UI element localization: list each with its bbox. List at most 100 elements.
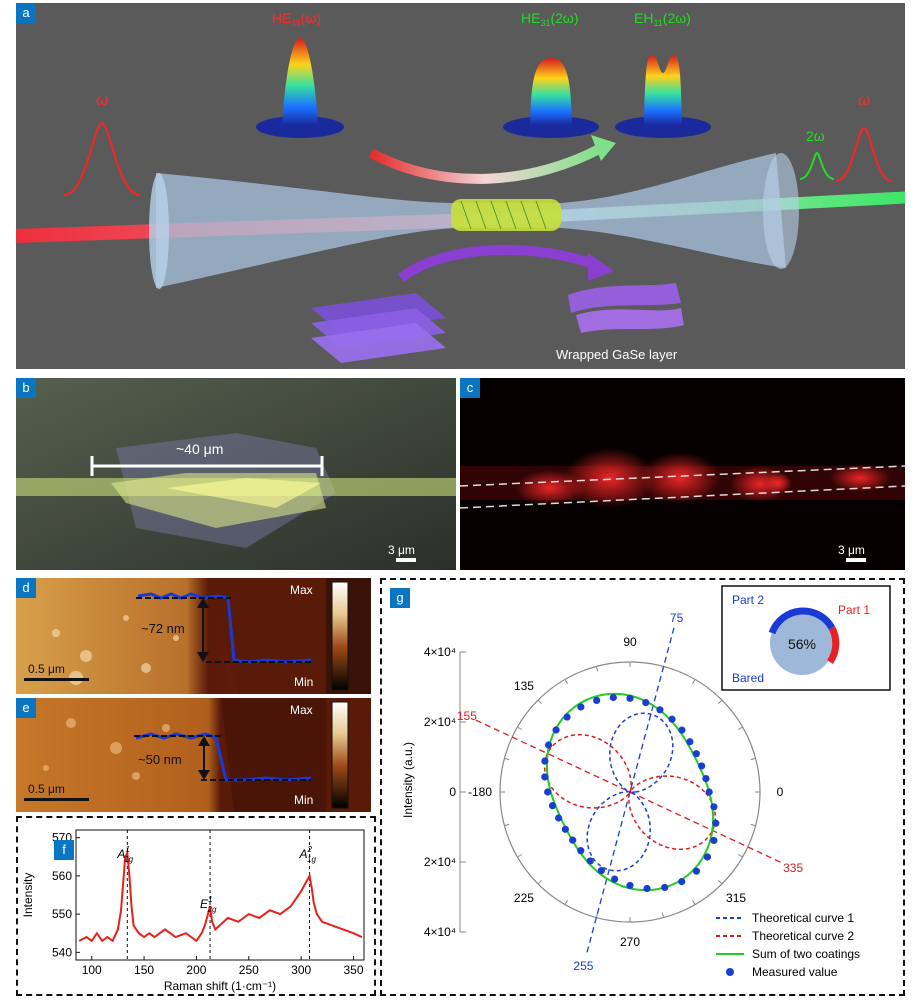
legend-label: Theoretical curve 1 [752,911,854,925]
polar-radial-tick-label: 4×10⁴ [424,925,456,939]
panel-tag-e: e [16,698,36,718]
raman-ytick-label: 550 [52,907,72,921]
polar-angle-tick [504,757,510,761]
panel-a-illustration: ω ω 2ω HE11(ω) HE31(2ω) EH11(2ω) Wrapped… [16,10,905,363]
polar-measured-point [698,762,706,770]
polar-measured-point [710,836,718,845]
polar-axis-label: 255 [573,959,593,973]
panel-f: 100 150 200 250 300 350 540 550 560 570 A1 1g E1 2g A… [16,816,376,996]
mode-he11-peak [282,38,318,125]
mode-he31-base [503,116,599,138]
polar-axis-label: 335 [783,861,803,875]
polar-curve-theoretical-2 [543,733,717,851]
panel-tag-g: g [390,588,410,608]
polar-measured-point [705,788,713,796]
mode-he31-peak [530,58,572,125]
polar-angle-label: 225 [514,891,534,905]
fiber-end-right [763,153,799,269]
polar-angle-tick [718,880,723,885]
scale-bar-e [24,798,89,801]
polar-measured-point [626,881,634,890]
polar-radial-tick-label: 4×10⁴ [424,645,456,659]
polar-measured-point [552,726,560,734]
polar-measured-point [554,814,563,822]
flake-edge-e [221,698,326,812]
panel-tag-b: b [16,378,36,398]
polar-angle-label: 0 [777,785,784,799]
polar-measured-point [569,836,577,844]
label-mode-he11: HE11(ω) [272,10,321,28]
raman-xtick-label: 250 [239,963,259,977]
polar-measured-point [561,825,569,833]
scale-label-e: 0.5 μm [28,782,65,796]
afm-particles-e [43,718,170,780]
coating-inset-part2: Part 2 [732,593,764,607]
label-mode-eh11: EH11(2ω) [634,10,691,28]
arrow-wrapping [397,244,598,283]
raman-xtick-label: 150 [134,963,154,977]
panel-c: 3 μm c [460,378,905,570]
polar-angle-label: 270 [620,935,640,949]
polar-measured-point [563,713,571,721]
polar-measured-point [668,715,676,723]
polar-measured-point [544,741,553,749]
polar-angle-tick [537,880,542,885]
polar-measured-point [597,867,605,875]
height-label-e: ~50 nm [138,752,182,767]
panel-d: ~72 nm 0.5 μm Max Min d [16,578,371,694]
pulse-omega-right [835,126,893,182]
polar-measured-point [593,696,601,704]
legend-label: Measured value [752,965,838,979]
length-label: ~40 μm [176,441,223,457]
polar-angle-tick [564,679,568,684]
polar-angle-tick [692,679,696,684]
polar-angle-tick [661,912,665,918]
polar-measured-point [541,757,549,765]
scale-label-b: 3 μm [388,543,415,557]
max-label-e: Max [290,703,313,717]
scale-bar-b [396,558,416,562]
polar-angle-tick [692,900,696,905]
coating-part1-arc [827,626,840,664]
polar-angle-tick [517,854,522,858]
height-label-d: ~72 nm [141,621,185,636]
polar-angle-tick [750,757,756,761]
panel-d-afm: ~72 nm 0.5 μm Max Min [16,578,349,694]
panel-c-shg-image: 3 μm [460,378,905,570]
polar-measured-point [692,867,701,875]
colorbar-e [331,701,349,809]
label-omega-right: ω [858,92,870,109]
raman-xlabel: Raman shift (1·cm⁻¹) [164,979,276,993]
polar-angle-tick [537,699,542,704]
scale-bar-d [24,678,89,681]
raman-ytick-label: 540 [52,945,72,959]
polar-measured-point [661,883,669,892]
polar-angle-tick [504,823,510,827]
panel-tag-f: f [54,840,74,860]
panel-e-afm: ~50 nm 0.5 μm Max Min [16,698,349,812]
mode-eh11-base [615,116,711,138]
pulse-omega-left [63,121,141,196]
panel-tag-a: a [16,3,36,23]
polar-measured-point [626,694,634,702]
mode-eh11-peak [644,55,682,125]
raman-xtick-label: 350 [344,963,364,977]
polar-angle-tick [564,900,568,905]
min-label-e: Min [294,793,313,807]
polar-measured-point [577,703,585,711]
gase-flat-layers [311,293,446,363]
colorbar-d [331,581,349,691]
scale-label-d: 0.5 μm [28,662,65,676]
polar-radial-tick-label: 2×10⁴ [424,715,456,729]
polar-measured-point [643,884,651,893]
raman-peak-label: A1 1g [116,845,133,864]
polar-measured-point [678,878,686,886]
polar-measured-point [712,819,720,827]
polar-curve-theoretical-1 [586,712,674,872]
coating-inset-pct: 56% [788,636,816,652]
raman-peak-label: E1 2g [200,895,217,914]
coating-inset-part1: Part 1 [838,603,870,617]
polar-angle-tick [718,699,723,704]
polar-angle-tick [738,726,743,730]
label-wrapped-gase: Wrapped GaSe layer [556,347,678,362]
